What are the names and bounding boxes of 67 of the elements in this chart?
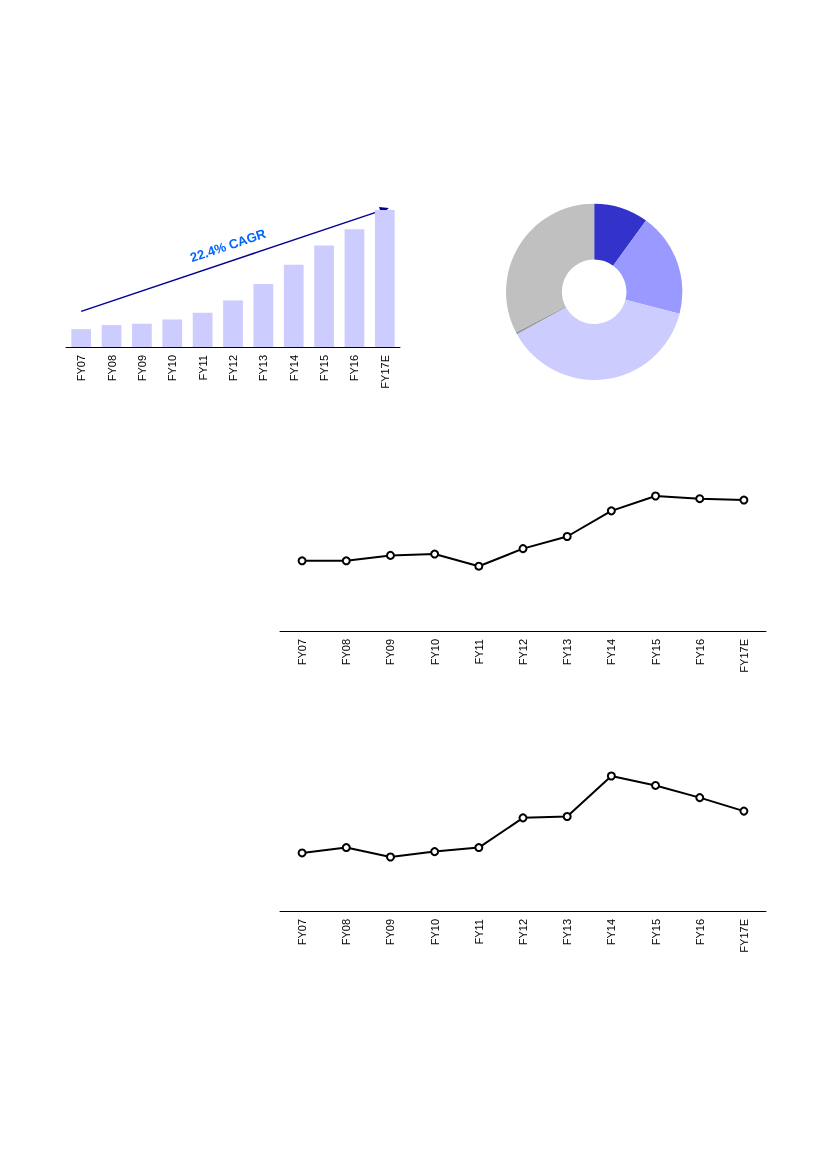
x-tick-label: FY07 <box>296 639 309 666</box>
x-tick-label: FY17E <box>737 919 750 953</box>
x-tick-label: FY10 <box>428 639 441 666</box>
x-tick-label: FY14 <box>605 919 618 946</box>
bar <box>314 245 334 347</box>
point <box>695 793 705 803</box>
bar <box>101 325 122 347</box>
x-tick-label: FY08 <box>340 919 353 946</box>
x-tick-label: FY15 <box>649 919 662 946</box>
point <box>341 556 351 566</box>
bar <box>283 264 304 347</box>
x-tick-label: FY15 <box>649 639 662 666</box>
x-tick-label: FY16 <box>693 639 706 666</box>
point <box>385 550 395 560</box>
point <box>341 843 351 853</box>
x-tick-label: FY09 <box>384 639 397 666</box>
x-tick-label: FY13 <box>257 355 270 382</box>
bar <box>344 229 365 347</box>
x-tick-label: FY09 <box>384 919 397 946</box>
annotation: 22.4% CAGR <box>188 225 269 266</box>
x-tick-label: FY12 <box>517 919 529 946</box>
point <box>297 848 307 858</box>
x-tick-label: FY11 <box>472 639 485 665</box>
x-tick-label: FY11 <box>196 355 209 381</box>
point <box>739 495 749 505</box>
point <box>518 544 528 554</box>
point <box>562 532 572 541</box>
x-tick-label: FY14 <box>605 639 618 666</box>
x-tick-label: FY10 <box>428 919 441 946</box>
x-tick-label: FY07 <box>296 919 309 946</box>
x-tick-label: FY13 <box>561 919 574 946</box>
x-tick-label: FY07 <box>75 355 88 382</box>
x-tick-label: FY15 <box>318 355 331 382</box>
bar <box>223 300 243 347</box>
x-tick-label: FY12 <box>227 355 239 382</box>
bar <box>374 210 395 347</box>
point <box>606 506 616 516</box>
bar <box>253 283 274 347</box>
point <box>474 561 484 571</box>
x-tick-label: FY13 <box>561 639 574 666</box>
point <box>474 843 484 853</box>
point <box>562 812 572 821</box>
point <box>385 852 395 862</box>
x-tick-label: FY12 <box>517 639 529 666</box>
x-tick-label: FY16 <box>693 919 706 946</box>
point <box>651 491 661 501</box>
x-tick-label: FY10 <box>166 355 179 382</box>
bar <box>192 312 213 347</box>
point <box>651 780 661 790</box>
x-tick-label: FY17E <box>737 639 750 673</box>
x-tick-label: FY08 <box>340 639 353 666</box>
bar <box>162 319 183 347</box>
bar <box>132 323 152 347</box>
bar <box>71 329 92 347</box>
x-tick-label: FY11 <box>472 919 485 945</box>
x-tick-label: FY16 <box>348 355 361 382</box>
point <box>695 494 705 504</box>
point <box>606 771 616 781</box>
point <box>430 847 440 857</box>
x-tick-label: FY17E <box>378 355 391 389</box>
point <box>430 549 440 559</box>
point <box>739 806 749 816</box>
x-tick-label: FY09 <box>135 355 148 382</box>
x-tick-label: FY08 <box>105 355 118 382</box>
x-tick-label: FY14 <box>287 355 300 382</box>
point <box>518 813 528 823</box>
point <box>297 556 307 566</box>
